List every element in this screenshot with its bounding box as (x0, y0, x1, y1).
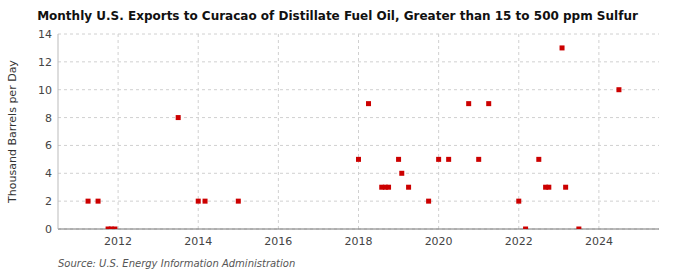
point (523, 227, 528, 230)
point (86, 199, 91, 204)
source-note: Source: U.S. Energy Information Administ… (58, 258, 295, 269)
y-tick-label: 0 (45, 223, 52, 236)
y-tick-label: 10 (38, 84, 52, 97)
y-tick-label: 14 (38, 28, 52, 41)
point (112, 227, 117, 230)
point (406, 185, 411, 190)
point (196, 199, 201, 204)
point (576, 227, 581, 230)
point (96, 199, 101, 204)
point (516, 199, 521, 204)
point (563, 185, 568, 190)
point (436, 157, 441, 162)
x-axis-line (58, 229, 659, 230)
y-tick-label: 12 (38, 56, 52, 69)
y-tick-label: 8 (45, 112, 52, 125)
point (560, 45, 565, 50)
point (466, 101, 471, 106)
x-grid-line (358, 34, 359, 229)
x-grid-line (438, 34, 439, 229)
x-grid-line (278, 34, 279, 229)
x-grid-line (598, 34, 599, 229)
points (86, 45, 622, 229)
point (616, 87, 621, 92)
y-grid-line (58, 145, 659, 146)
point (236, 199, 241, 204)
x-tick-label: 2016 (264, 235, 292, 248)
y-tick-label: 6 (45, 139, 52, 152)
x-tick-label: 2020 (425, 235, 453, 248)
y-grid-line (58, 229, 659, 230)
ticks: 0 2 4 6 8 10 12 14 2012 2014 2016 2018 2020 2022 2024 (38, 28, 613, 248)
y-grid-line (58, 117, 659, 118)
x-tick-label: 2022 (505, 235, 533, 248)
y-axis-label: Thousand Barrels per Day (6, 60, 19, 204)
point (446, 157, 451, 162)
x-tick-label: 2018 (345, 235, 373, 248)
y-tick-label: 4 (45, 167, 52, 180)
x-tick-label: 2012 (104, 235, 132, 248)
y-tick-label: 2 (45, 195, 52, 208)
point (426, 199, 431, 204)
point (396, 157, 401, 162)
point (366, 101, 371, 106)
point (399, 171, 404, 176)
point (486, 101, 491, 106)
point (536, 157, 541, 162)
point (476, 157, 481, 162)
y-grid-line (58, 201, 659, 202)
x-tick-label: 2024 (585, 235, 613, 248)
point (356, 157, 361, 162)
y-axis-line (58, 34, 59, 229)
x-grid-line (118, 34, 119, 229)
grid (58, 34, 659, 229)
point (176, 115, 181, 120)
x-tick-label: 2014 (184, 235, 212, 248)
title: Monthly U.S. Exports to Curacao of Disti… (37, 9, 638, 23)
point (203, 199, 208, 204)
y-grid-line (58, 61, 659, 62)
point (386, 185, 391, 190)
chart: 0 2 4 6 8 10 12 14 2012 2014 2016 2018 2020 2022 2024 M… (0, 0, 675, 275)
point (546, 185, 551, 190)
chart-container: 0 2 4 6 8 10 12 14 2012 2014 2016 2018 2020 2022 2024 M… (0, 0, 675, 275)
